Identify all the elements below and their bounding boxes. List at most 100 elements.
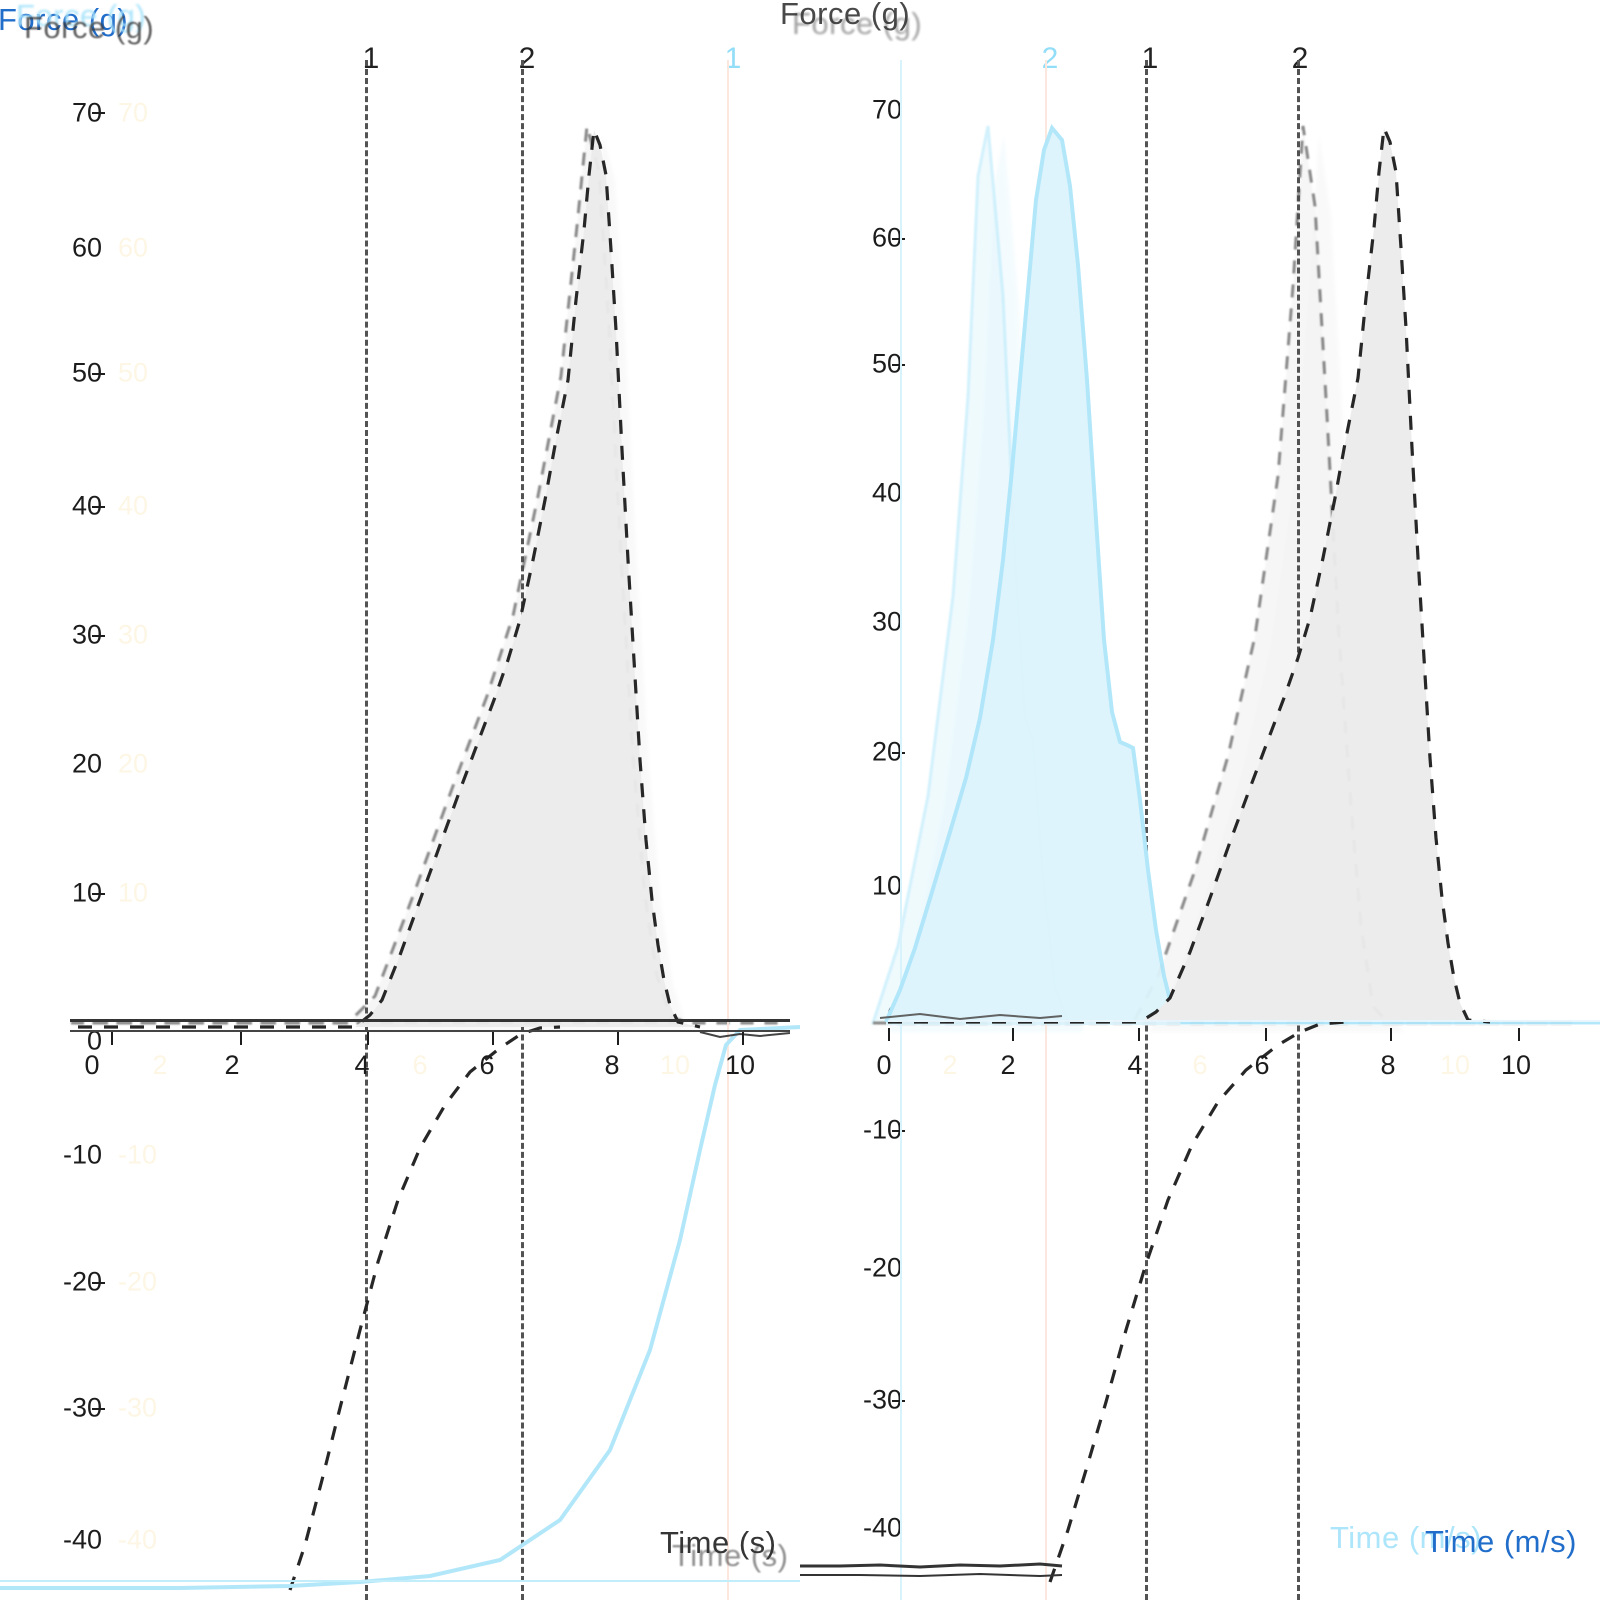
left-x-axis-title-ghost: Time (s) <box>672 1538 789 1573</box>
left-cyan-tail <box>0 1025 801 1590</box>
left-ytickmark-neg20 <box>92 1282 105 1284</box>
left-ytick-pale-20: 20 <box>118 748 149 779</box>
left-y-axis-title-ghost: Force (g) <box>16 0 147 33</box>
right-ytick-neg40: -40 <box>862 1512 902 1543</box>
left-xtickmark-8 <box>617 1032 619 1045</box>
left-baseline-upper <box>70 1019 790 1022</box>
right-ytick-neg30: -30 <box>862 1384 902 1415</box>
left-ytick-pale-60: 60 <box>118 232 149 263</box>
left-ytick-pale-neg20: -20 <box>118 1266 158 1297</box>
panel-left: Force (g) Force (g) Force (g) 70 60 50 4… <box>0 0 801 1600</box>
left-ytick-neg10: -10 <box>62 1139 102 1170</box>
left-x-axis-title: Time (s) <box>660 1525 777 1560</box>
left-ytick-neg30: -30 <box>62 1392 102 1423</box>
left-ytickmark-10 <box>92 893 105 895</box>
right-xtick-10: 10 <box>1500 1050 1532 1080</box>
right-vguide-axis <box>900 60 902 1600</box>
right-baseline <box>888 1020 1600 1022</box>
right-bottom-baseline <box>800 1562 1063 1569</box>
right-xtickmark-6 <box>1265 1028 1267 1041</box>
left-ytickmark-40 <box>92 506 105 508</box>
panel-right: Force (g) Force (g) 70 60 50 40 30 20 10… <box>780 0 1600 1600</box>
left-xtickmark-10 <box>742 1032 744 1045</box>
right-peak-fill <box>888 128 1600 1022</box>
left-ytick-10: 10 <box>71 877 102 908</box>
left-ytick-20: 20 <box>71 748 102 779</box>
right-xtickmark-0 <box>888 1028 890 1041</box>
right-y-axis-title-ghost: Force (g) <box>792 6 923 41</box>
left-xtickmark-0 <box>111 1032 113 1045</box>
right-ytickmark-neg10 <box>892 1130 905 1132</box>
right-xtick-pale-b: 6 <box>1192 1050 1208 1080</box>
left-vguide-cyan-1 <box>727 60 729 1600</box>
right-ytick-30: 30 <box>871 606 902 637</box>
left-y-axis-title: Force (g) <box>0 2 129 37</box>
left-xtick-pale-c: 10 <box>659 1050 691 1080</box>
left-ytick-0: 0 <box>86 1025 102 1056</box>
right-ytick-50: 50 <box>871 348 902 379</box>
right-ytickmark-neg30 <box>892 1400 905 1402</box>
left-ytickmark-70 <box>92 112 105 114</box>
left-xtickmark-2 <box>240 1032 242 1045</box>
left-xtick-10: 10 <box>724 1050 756 1080</box>
left-ytick-neg40: -40 <box>62 1524 102 1555</box>
right-xtick-6: 6 <box>1254 1050 1270 1080</box>
left-ytickmark-30 <box>92 635 105 637</box>
left-ytick-pale-neg10: -10 <box>118 1139 158 1170</box>
right-xtick-pale-a: 2 <box>942 1050 958 1080</box>
right-xtickmark-8 <box>1390 1028 1392 1041</box>
left-xtick-4: 4 <box>354 1050 370 1080</box>
right-y-axis-title: Force (g) <box>780 0 911 31</box>
right-tail-dashed <box>1048 1020 1346 1583</box>
left-ytick-60: 60 <box>71 232 102 263</box>
right-xtickmark-4 <box>1138 1028 1140 1041</box>
left-ytick-pale-40: 40 <box>118 490 149 521</box>
right-curves <box>800 121 1600 1583</box>
left-cyan-baseline <box>0 1580 800 1582</box>
right-xtick-pale-c: 10 <box>1439 1050 1471 1080</box>
right-ytick-10: 10 <box>871 870 902 901</box>
left-xtickmark-6 <box>492 1032 494 1045</box>
left-xtick-6: 6 <box>479 1050 495 1080</box>
left-baseline-lower <box>70 1030 790 1032</box>
left-ytick-pale-neg30: -30 <box>118 1392 158 1423</box>
right-ytickmark-60 <box>892 238 905 240</box>
right-ytick-neg20: -20 <box>862 1252 902 1283</box>
left-curves <box>0 129 801 1591</box>
left-ytick-pale-10: 10 <box>118 877 149 908</box>
left-vguide-1 <box>365 60 368 1600</box>
right-ytick-40: 40 <box>871 477 902 508</box>
right-ytick-70: 70 <box>871 94 902 125</box>
left-ytickmark-neg30 <box>92 1408 105 1410</box>
left-ytick-pale-neg40: -40 <box>118 1524 158 1555</box>
left-xtick-8: 8 <box>604 1050 620 1080</box>
right-top-marker-2: 2 <box>1291 42 1309 75</box>
right-xtick-2: 2 <box>1000 1050 1016 1080</box>
left-ytick-pale-70: 70 <box>118 97 149 128</box>
right-bottom-baseline-2 <box>800 1572 1063 1578</box>
left-xtick-pale-b: 6 <box>412 1050 428 1080</box>
right-x-axis-title-ghost: Time (m/s) <box>1330 1520 1482 1555</box>
right-ytickmark-50 <box>892 364 905 366</box>
left-peak-fill <box>78 130 790 1027</box>
left-ytick-40: 40 <box>71 490 102 521</box>
right-xtickmark-2 <box>1012 1028 1014 1041</box>
right-ytick-neg10: -10 <box>862 1114 902 1145</box>
left-ytick-neg20: -20 <box>62 1266 102 1297</box>
left-ytickmark-50 <box>92 373 105 375</box>
right-xtickmark-10 <box>1518 1028 1520 1041</box>
left-baseline-noise <box>699 1031 791 1039</box>
right-baseline-noise <box>879 1012 1063 1021</box>
right-xtick-4: 4 <box>1127 1050 1143 1080</box>
right-cyan-fill <box>886 128 1600 1025</box>
right-peak-outline <box>888 121 1491 1024</box>
right-xtick-0: 0 <box>876 1050 892 1080</box>
left-xtickmark-4 <box>367 1032 369 1045</box>
left-ytick-30: 30 <box>71 619 102 650</box>
left-xtick-0: 0 <box>84 1050 100 1080</box>
left-ytick-pale-30: 30 <box>118 619 149 650</box>
right-cyan-outline <box>884 124 1600 1024</box>
left-xtick-pale-a: 2 <box>152 1050 168 1080</box>
